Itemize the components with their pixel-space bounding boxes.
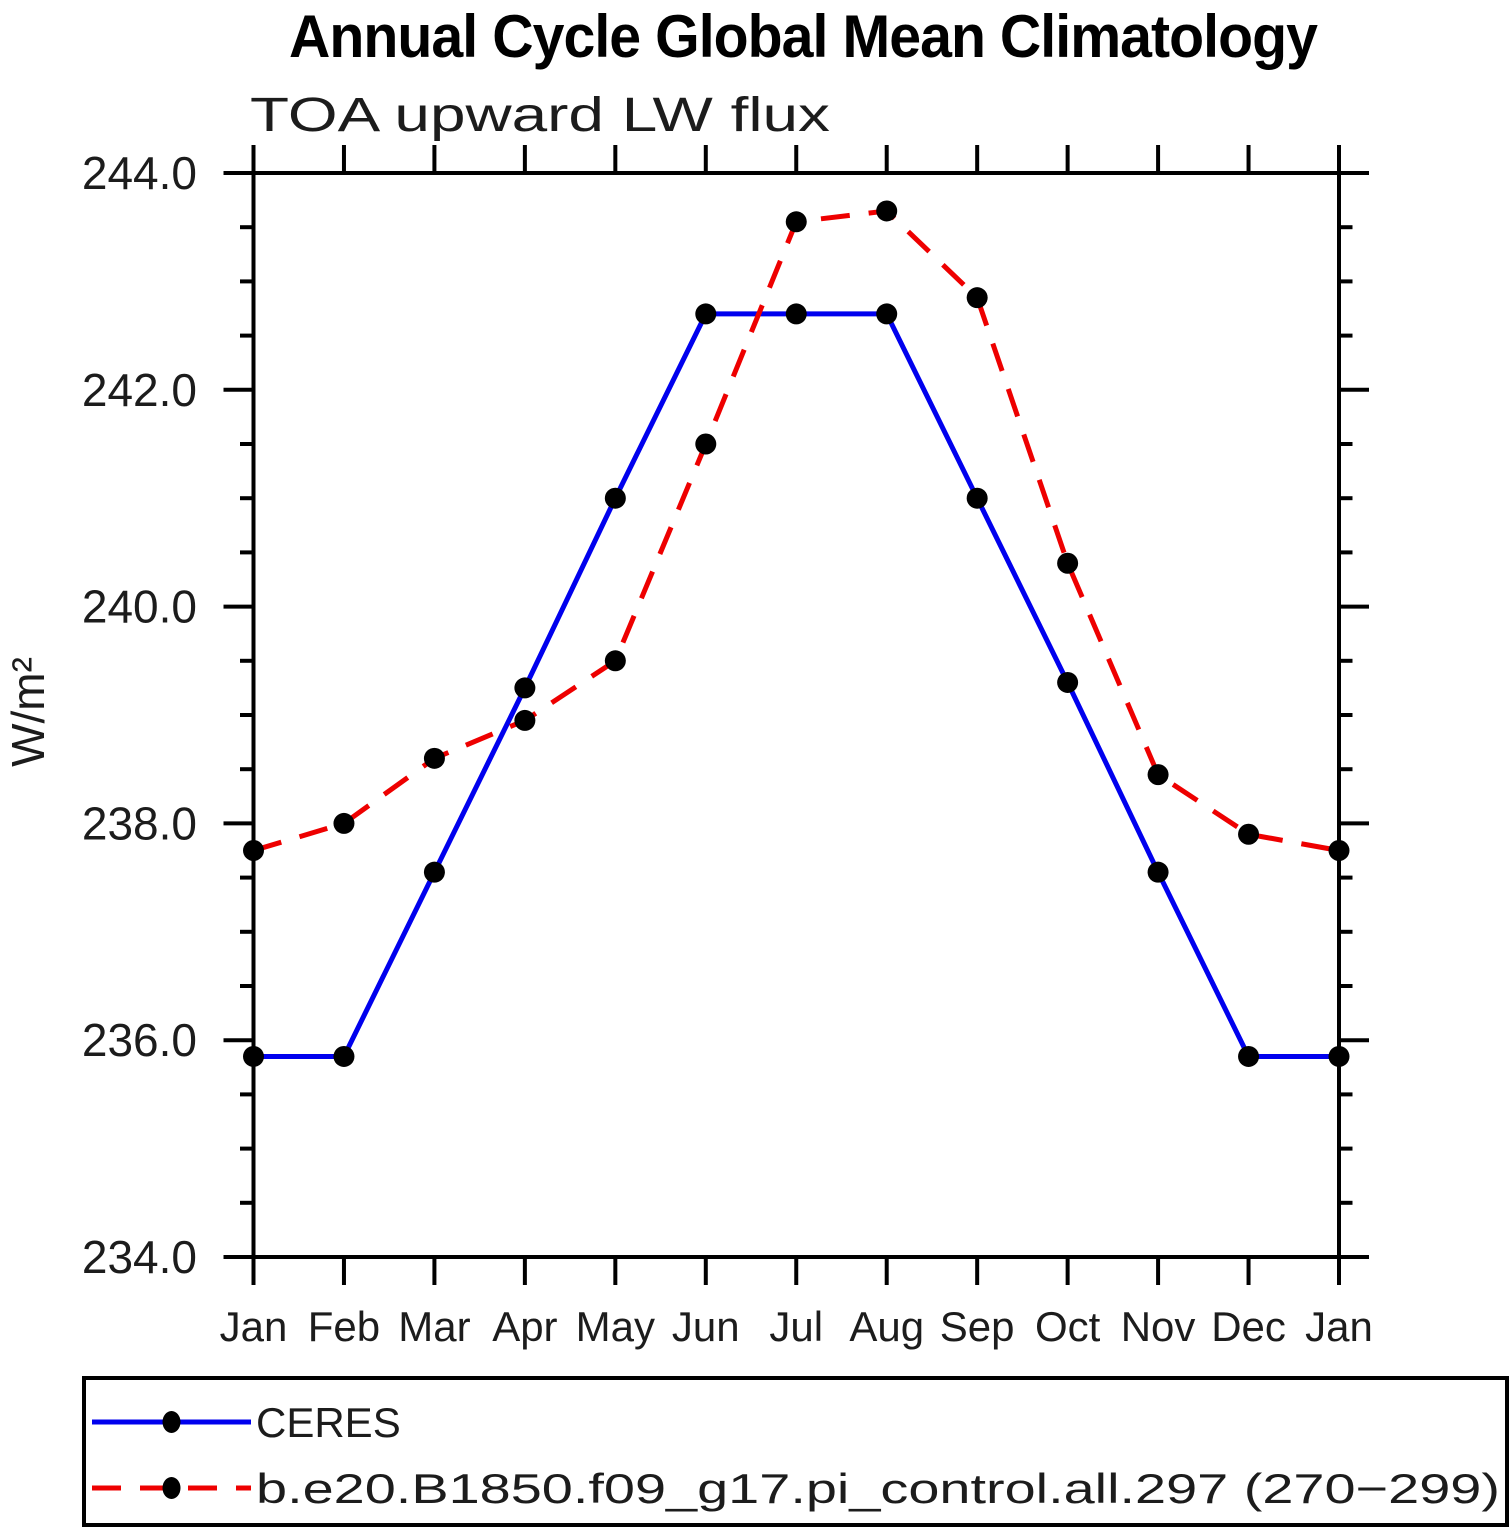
data-point-marker bbox=[1238, 823, 1260, 845]
data-point-marker bbox=[966, 487, 988, 509]
data-point-marker bbox=[423, 747, 445, 769]
data-point-marker bbox=[604, 487, 626, 509]
y-tick-label: 236.0 bbox=[82, 1014, 197, 1066]
y-tick-label: 234.0 bbox=[82, 1231, 197, 1283]
x-tick-label: May bbox=[576, 1303, 655, 1350]
data-point-marker bbox=[514, 709, 536, 731]
chart-subtitle: TOA upward LW flux bbox=[250, 89, 830, 142]
axes: 234.0 236.0 238.0 240.0 242.0 244.0 Jan Feb Mar A… bbox=[82, 145, 1373, 1350]
data-point-marker bbox=[243, 1045, 264, 1067]
data-point-marker bbox=[876, 303, 898, 325]
data-point-marker bbox=[1238, 1045, 1260, 1067]
data-point-marker bbox=[695, 303, 717, 325]
data-point-marker bbox=[695, 433, 717, 455]
legend-label-model: b.e20.B1850.f09_g17.pi_control.all.297 (… bbox=[256, 1465, 1500, 1512]
y-tick-label: 244.0 bbox=[82, 147, 197, 199]
y-tick-label: 240.0 bbox=[82, 581, 197, 633]
data-point-marker bbox=[876, 200, 898, 222]
legend-marker-1 bbox=[162, 1477, 181, 1499]
legend-marker-0 bbox=[162, 1411, 181, 1433]
data-point-marker bbox=[1057, 552, 1079, 574]
x-tick-label: Jul bbox=[769, 1303, 823, 1350]
data-point-marker bbox=[243, 840, 264, 861]
data-point-marker bbox=[785, 211, 807, 233]
legend: CERES b.e20.B1850.f09_g17.pi_control.all… bbox=[82, 1376, 1509, 1527]
legend-box bbox=[82, 1376, 1509, 1527]
x-tick-label: Sep bbox=[940, 1303, 1015, 1350]
data-point-marker bbox=[966, 287, 988, 309]
y-axis-label: W/m² bbox=[2, 657, 54, 767]
data-point-marker bbox=[333, 812, 355, 834]
x-tick-label: Jan bbox=[1305, 1303, 1373, 1350]
data-point-marker bbox=[1328, 1045, 1350, 1067]
chart-title: Annual Cycle Global Mean Climatology bbox=[289, 3, 1319, 70]
data-point-marker bbox=[333, 1045, 355, 1067]
series-line-0 bbox=[253, 311, 1339, 1059]
legend-label-ceres: CERES bbox=[256, 1399, 401, 1446]
y-tick-label: 238.0 bbox=[82, 797, 197, 849]
x-tick-label: Apr bbox=[492, 1303, 557, 1350]
data-point-marker bbox=[604, 650, 626, 672]
data-point-marker bbox=[1328, 840, 1350, 861]
data-point-marker bbox=[423, 861, 445, 883]
x-tick-label: Jun bbox=[672, 1303, 740, 1350]
data-point-marker bbox=[514, 677, 536, 699]
x-tick-label: Oct bbox=[1035, 1303, 1101, 1350]
x-tick-label: Aug bbox=[849, 1303, 924, 1350]
data-point-marker bbox=[785, 303, 807, 325]
data-point-marker bbox=[1147, 861, 1169, 883]
y-tick-label: 242.0 bbox=[82, 364, 197, 416]
x-tick-label: Dec bbox=[1211, 1303, 1286, 1350]
data-point-marker bbox=[1147, 764, 1169, 786]
legend-symbols bbox=[92, 1411, 251, 1499]
x-tick-label: Nov bbox=[1121, 1303, 1196, 1350]
x-tick-label: Mar bbox=[398, 1303, 470, 1350]
x-tick-label: Feb bbox=[308, 1303, 380, 1350]
plot-series bbox=[243, 200, 1350, 1067]
x-tick-label: Jan bbox=[220, 1303, 288, 1350]
data-point-marker bbox=[1057, 671, 1079, 693]
